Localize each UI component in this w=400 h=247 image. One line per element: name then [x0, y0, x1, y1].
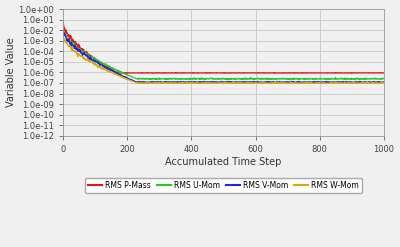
- RMS V-Mom: [80, 52, 85, 55]
- RMS U-Mom: [80, 50, 85, 53]
- Legend: RMS P-Mass, RMS U-Mom, RMS V-Mom, RMS W-Mom: RMS P-Mass, RMS U-Mom, RMS V-Mom, RMS W-…: [85, 178, 362, 193]
- RMS U-Mom: [61, 28, 66, 31]
- RMS P-Mass: [382, 72, 386, 75]
- RMS U-Mom: [366, 77, 371, 80]
- Line: RMS P-Mass: RMS P-Mass: [63, 23, 384, 73]
- X-axis label: Accumulated Time Step: Accumulated Time Step: [165, 157, 282, 167]
- RMS W-Mom: [61, 34, 66, 37]
- RMS W-Mom: [81, 57, 86, 60]
- RMS V-Mom: [61, 28, 66, 31]
- RMS U-Mom: [382, 77, 386, 80]
- RMS U-Mom: [126, 74, 131, 77]
- RMS V-Mom: [382, 81, 386, 83]
- RMS P-Mass: [61, 21, 66, 24]
- RMS V-Mom: [276, 82, 281, 84]
- Line: RMS W-Mom: RMS W-Mom: [63, 36, 384, 84]
- RMS W-Mom: [345, 82, 350, 84]
- RMS U-Mom: [311, 78, 316, 81]
- RMS P-Mass: [311, 71, 316, 74]
- RMS V-Mom: [311, 81, 316, 84]
- RMS W-Mom: [323, 82, 328, 84]
- RMS U-Mom: [322, 77, 327, 80]
- RMS W-Mom: [311, 82, 316, 84]
- RMS P-Mass: [366, 71, 371, 74]
- RMS U-Mom: [344, 77, 349, 80]
- RMS P-Mass: [323, 71, 328, 74]
- RMS V-Mom: [345, 82, 350, 84]
- Line: RMS V-Mom: RMS V-Mom: [63, 30, 384, 83]
- RMS P-Mass: [184, 72, 189, 75]
- Y-axis label: Variable Value: Variable Value: [6, 38, 16, 107]
- RMS P-Mass: [80, 49, 85, 52]
- RMS W-Mom: [126, 78, 131, 81]
- RMS W-Mom: [268, 82, 273, 85]
- RMS W-Mom: [382, 81, 386, 84]
- RMS V-Mom: [323, 80, 328, 83]
- RMS P-Mass: [126, 72, 131, 75]
- RMS W-Mom: [366, 81, 371, 84]
- RMS V-Mom: [126, 77, 131, 80]
- RMS W-Mom: [61, 34, 66, 37]
- Line: RMS U-Mom: RMS U-Mom: [63, 29, 384, 80]
- RMS P-Mass: [345, 71, 350, 74]
- RMS V-Mom: [366, 80, 371, 83]
- RMS U-Mom: [357, 78, 362, 81]
